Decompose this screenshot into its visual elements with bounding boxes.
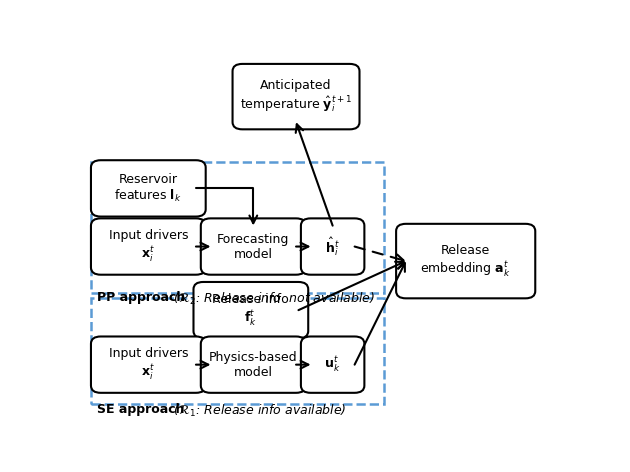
FancyBboxPatch shape: [193, 282, 308, 338]
Bar: [91, 298, 384, 404]
Text: SE approach: SE approach: [97, 403, 185, 416]
Text: PP approach: PP approach: [97, 291, 186, 304]
Text: Release info
$\mathbf{f}_k^t$: Release info $\mathbf{f}_k^t$: [212, 293, 289, 328]
FancyBboxPatch shape: [301, 337, 364, 393]
FancyBboxPatch shape: [201, 337, 306, 393]
Text: Physics-based
model: Physics-based model: [209, 351, 297, 379]
Text: Reservoir
features $\mathbf{l}_k$: Reservoir features $\mathbf{l}_k$: [115, 173, 182, 204]
FancyBboxPatch shape: [201, 219, 306, 275]
Text: Input drivers
$\mathbf{x}_i^t$: Input drivers $\mathbf{x}_i^t$: [108, 229, 188, 264]
FancyBboxPatch shape: [301, 219, 364, 275]
FancyBboxPatch shape: [232, 64, 360, 129]
FancyBboxPatch shape: [91, 160, 205, 217]
FancyBboxPatch shape: [91, 219, 205, 275]
Text: Release
embedding $\mathbf{a}_k^t$: Release embedding $\mathbf{a}_k^t$: [420, 244, 511, 278]
FancyBboxPatch shape: [91, 337, 205, 393]
Text: Anticipated
temperature $\hat{\mathbf{y}}_i^{t+1}$: Anticipated temperature $\hat{\mathbf{y}…: [240, 79, 352, 114]
Text: $\mathbf{u}_k^t$: $\mathbf{u}_k^t$: [324, 355, 341, 374]
FancyBboxPatch shape: [396, 224, 536, 298]
Text: $\hat{\mathbf{h}}_i^t$: $\hat{\mathbf{h}}_i^t$: [325, 235, 340, 258]
Text: ($\mathcal{R}_1$: Release info available): ($\mathcal{R}_1$: Release info available…: [169, 403, 346, 419]
Text: ($\mathcal{R}_2$: Release info  not available): ($\mathcal{R}_2$: Release info not avail…: [169, 291, 375, 307]
Text: Forecasting
model: Forecasting model: [217, 233, 290, 261]
Text: Input drivers
$\mathbf{x}_i^t$: Input drivers $\mathbf{x}_i^t$: [108, 347, 188, 382]
Bar: [91, 162, 384, 293]
